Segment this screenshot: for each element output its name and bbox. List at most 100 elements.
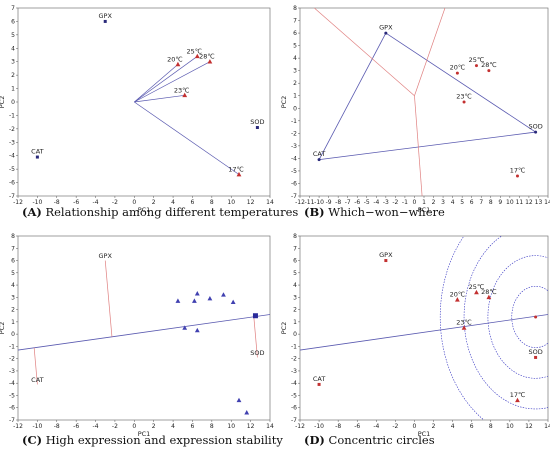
y-tick-label: -4 xyxy=(9,380,15,387)
x-tick-label: 2 xyxy=(152,199,156,206)
y-axis-label: PC2 xyxy=(280,322,288,335)
y-tick-label: -1 xyxy=(9,343,15,350)
variable-label: SOD xyxy=(528,348,542,356)
y-tick-label: -2 xyxy=(9,356,15,363)
x-tick-label: 12 xyxy=(247,199,255,206)
x-tick-label: -12 xyxy=(13,423,23,430)
y-tick-label: 5 xyxy=(11,32,15,39)
vector-line xyxy=(134,94,185,103)
y-tick-label: 4 xyxy=(293,282,297,289)
sector-line xyxy=(314,8,415,96)
temperature-label: 28℃ xyxy=(481,61,497,69)
y-tick-label: 2 xyxy=(293,307,297,314)
y-tick-label: -6 xyxy=(9,405,15,412)
variable-point xyxy=(384,31,388,35)
y-tick-label: 4 xyxy=(11,45,15,52)
temperature-point xyxy=(182,92,188,98)
variable-point xyxy=(103,19,107,23)
temperature-point xyxy=(207,59,213,64)
x-tick-label: 6 xyxy=(191,423,195,430)
temperature-label: 20℃ xyxy=(167,55,183,63)
y-tick-label: 3 xyxy=(11,294,15,301)
temperature-label: 28℃ xyxy=(481,288,497,296)
temperature-point xyxy=(461,325,467,330)
x-tick-label: -2 xyxy=(392,199,398,206)
y-tick-label: -6 xyxy=(291,405,297,412)
caption-text: High expression and expression stability xyxy=(42,433,283,447)
x-tick-label: 14 xyxy=(544,423,550,430)
y-tick-label: -5 xyxy=(9,166,15,173)
plot-frame xyxy=(299,235,549,421)
x-tick-label: -8 xyxy=(335,199,341,206)
x-tick-label: -2 xyxy=(112,423,118,430)
x-tick-label: -5 xyxy=(364,199,370,206)
temperature-label: 17℃ xyxy=(228,166,244,174)
x-tick-label: -10 xyxy=(314,199,324,206)
variable-point xyxy=(384,259,388,263)
vector-line xyxy=(134,61,211,103)
temperature-label: 23℃ xyxy=(174,86,190,94)
temperature-point xyxy=(474,64,478,68)
x-tick-label: 2 xyxy=(432,423,436,430)
panel-caption: (A) Relationship among different tempera… xyxy=(22,205,298,219)
projection-line xyxy=(253,316,258,358)
temperature-label: 25℃ xyxy=(469,283,485,291)
concentric-circle xyxy=(487,255,548,379)
y-tick-label: 0 xyxy=(11,99,15,106)
plot-area: 20℃ 25℃28℃ 23℃ 17℃ GPX CAT SOD xyxy=(31,12,265,177)
variable-label: GPX xyxy=(379,24,393,32)
x-tick-label: 0 xyxy=(413,199,417,206)
y-tick-label: -1 xyxy=(291,343,297,350)
x-tick-label: 8 xyxy=(210,199,214,206)
temperature-point xyxy=(175,61,181,67)
temperature-point xyxy=(194,327,200,333)
sector-line xyxy=(414,8,446,96)
vector-line xyxy=(134,101,240,175)
caption-text: Which−won−where xyxy=(325,205,445,219)
y-tick-label: 7 xyxy=(11,245,15,252)
y-tick-label: 8 xyxy=(293,5,297,12)
y-tick-label: -4 xyxy=(291,155,297,162)
x-tick-label: -8 xyxy=(335,423,341,430)
y-tick-label: 5 xyxy=(293,270,297,277)
temperature-point xyxy=(221,292,226,297)
y-tick-label: 7 xyxy=(11,5,15,12)
y-tick-label: -1 xyxy=(291,118,297,125)
panel-d: -12 -10 -8 -6 -4 -2 0 2 4 6 8 10 12 14-7-6-5-4-3-2-10… xyxy=(280,233,550,447)
x-tick-label: 10 xyxy=(227,199,235,206)
x-tick-label: 0 xyxy=(132,423,136,430)
plot-frame xyxy=(17,235,271,421)
y-tick-label: 1 xyxy=(11,86,15,93)
temperature-point xyxy=(486,294,492,300)
y-tick-label: -3 xyxy=(291,143,297,150)
x-tick-label: -10 xyxy=(32,423,42,430)
temperature-point xyxy=(515,397,520,403)
average-environment-axis xyxy=(18,314,270,351)
variable-point xyxy=(317,158,321,162)
x-tick-label: 4 xyxy=(171,199,175,206)
y-tick-label: 2 xyxy=(11,307,15,314)
y-tick-label: -3 xyxy=(9,368,15,375)
y-tick-label: -7 xyxy=(291,193,297,200)
x-tick-label: -4 xyxy=(373,199,379,206)
x-tick-label: 10 xyxy=(506,199,514,206)
y-tick-label: 3 xyxy=(293,68,297,75)
y-tick-label: -2 xyxy=(291,356,297,363)
temperature-point xyxy=(455,71,459,75)
x-tick-label: 13 xyxy=(535,199,543,206)
caption-letter: (A) xyxy=(22,205,42,219)
x-tick-label: 4 xyxy=(171,423,175,430)
y-tick-label: 0 xyxy=(293,105,297,112)
x-tick-label: 8 xyxy=(489,199,493,206)
variable-point xyxy=(534,130,538,134)
temperature-label: 20℃ xyxy=(450,64,466,72)
temperature-point xyxy=(192,298,197,303)
y-tick-label: 6 xyxy=(293,258,297,265)
x-tick-label: 6 xyxy=(470,423,474,430)
x-tick-label: 10 xyxy=(506,423,514,430)
caption-text: Relationship among different temperature… xyxy=(42,205,299,219)
variable-label: CAT xyxy=(313,375,325,383)
variable-label: SOD xyxy=(528,123,542,131)
